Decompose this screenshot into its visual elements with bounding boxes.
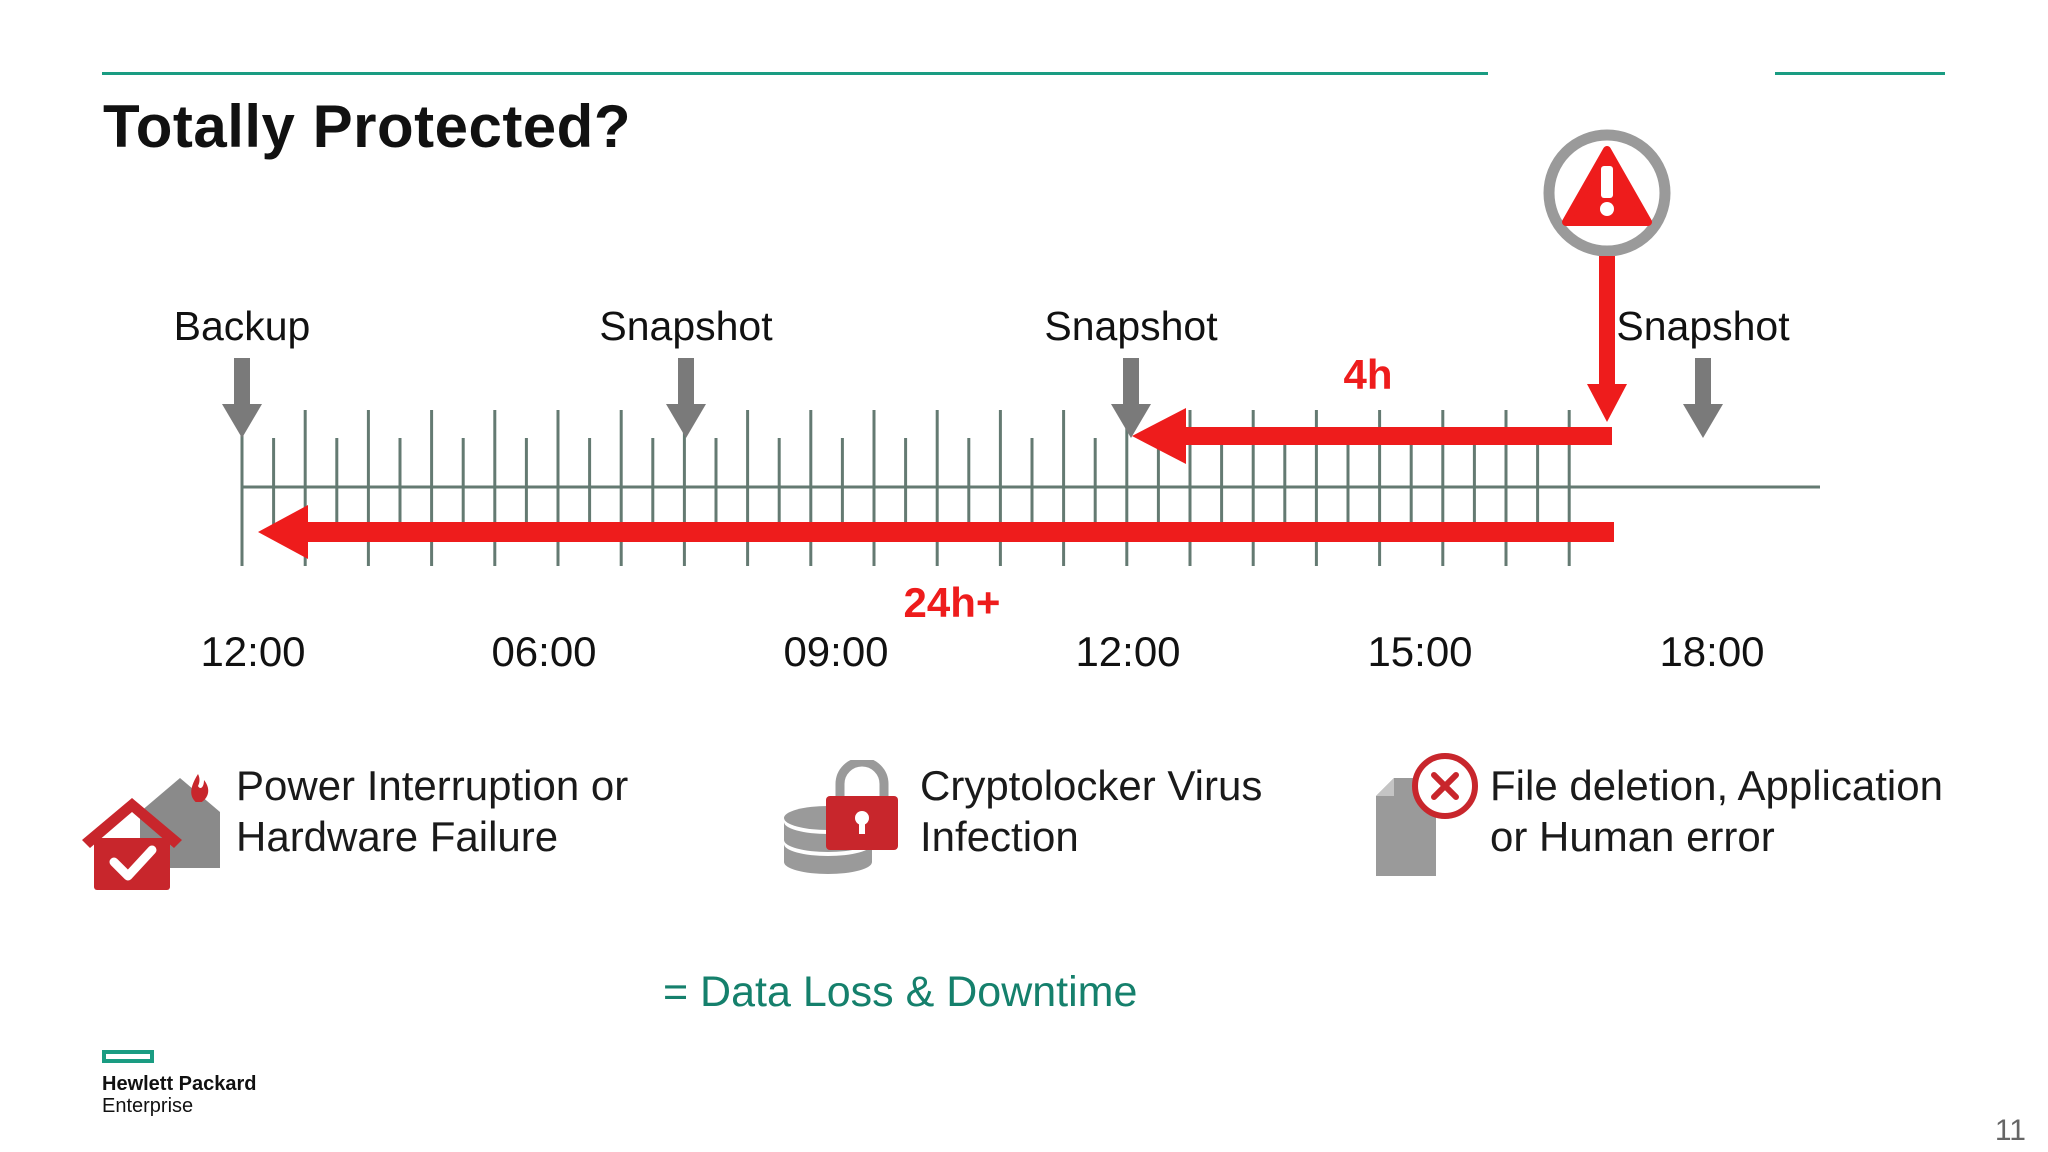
time-label-5: 15:00	[1367, 628, 1472, 675]
logo-mark	[102, 1050, 154, 1063]
scenario-1-line2: Hardware Failure	[236, 813, 559, 860]
data-loss-result: = Data Loss & Downtime	[663, 968, 1138, 1016]
scenario-3-line1: File deletion, Application	[1490, 762, 1943, 809]
event-label-backup: Backup	[174, 303, 311, 349]
time-label-3: 09:00	[783, 628, 888, 675]
hpe-logo: Hewlett Packard Enterprise	[102, 1050, 257, 1117]
logo-line2: Enterprise	[102, 1095, 194, 1117]
event-arrows	[222, 358, 1723, 438]
locked-database-icon	[782, 757, 910, 890]
long-loss-arrow	[258, 505, 1614, 559]
deleted-file-icon	[1372, 752, 1478, 884]
scenario-2-line2: Infection	[920, 813, 1079, 860]
event-label-snapshot-1: Snapshot	[599, 303, 773, 349]
scenario-cryptolocker: Cryptolocker Virus Infection	[782, 757, 1263, 890]
top-rule-right	[1775, 72, 1945, 75]
house-fire-icon	[80, 760, 230, 894]
warning-icon	[1543, 129, 1671, 257]
scenario-human-error: File deletion, Application or Human erro…	[1372, 752, 1943, 884]
arrow-down-icon	[1683, 358, 1723, 438]
slide-title: Totally Protected?	[103, 93, 631, 160]
scenario-power-failure: Power Interruption or Hardware Failure	[80, 760, 628, 894]
arrow-down-icon	[222, 358, 262, 438]
timeline-diagram: Backup Snapshot Snapshot Snapshot 4h 24h…	[174, 129, 1820, 675]
page-number: 11	[1994, 1114, 2026, 1147]
top-rule-left	[102, 72, 1488, 75]
long-loss-label: 24h+	[904, 579, 1001, 626]
short-loss-arrow	[1132, 408, 1612, 464]
time-label-1: 12:00	[200, 628, 305, 675]
event-label-snapshot-2: Snapshot	[1044, 303, 1218, 349]
time-label-4: 12:00	[1075, 628, 1180, 675]
scenario-3-line2: or Human error	[1490, 813, 1775, 860]
scenario-2-line1: Cryptolocker Virus	[920, 762, 1263, 809]
time-label-6: 18:00	[1659, 628, 1764, 675]
failure-point-arrow	[1587, 256, 1627, 422]
arrow-down-icon	[666, 358, 706, 438]
event-label-snapshot-3: Snapshot	[1616, 303, 1790, 349]
arrow-down-icon	[1111, 358, 1151, 438]
short-loss-label: 4h	[1343, 351, 1392, 398]
time-label-2: 06:00	[491, 628, 596, 675]
logo-line1: Hewlett Packard	[102, 1073, 257, 1095]
scenario-1-line1: Power Interruption or	[236, 762, 629, 809]
